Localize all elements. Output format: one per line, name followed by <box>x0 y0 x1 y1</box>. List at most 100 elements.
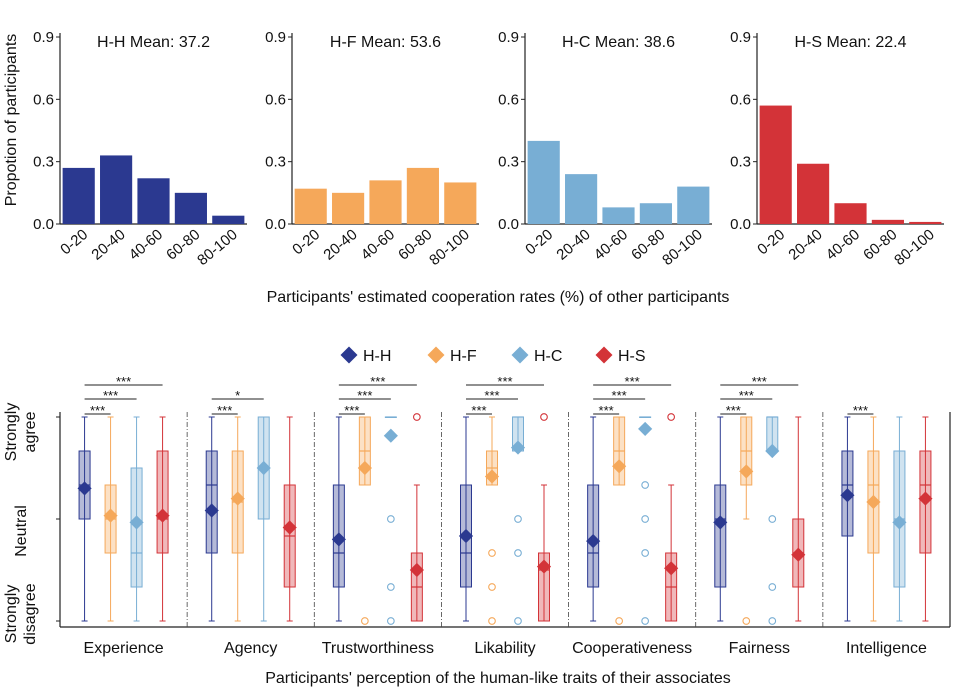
box-H-S <box>536 413 552 622</box>
x-tick-label: 0-20 <box>57 226 91 258</box>
significance-label: *** <box>471 403 486 418</box>
top-x-axis-label: Participants' estimated cooperation rate… <box>267 289 730 306</box>
outlier-point <box>641 549 649 557</box>
significance-label: *** <box>344 403 359 418</box>
iqr-box <box>538 552 550 622</box>
category-trustworthiness: Trustworthiness********* <box>313 374 434 657</box>
bar-60-80 <box>871 219 904 224</box>
category-label: Experience <box>84 640 164 657</box>
legend-label-H-C: H-C <box>534 348 562 365</box>
mean-marker <box>536 559 552 574</box>
mean-marker <box>383 428 398 443</box>
y-tick-label: 0.6 <box>265 91 286 108</box>
legend-marker-H-F <box>427 346 445 364</box>
mean-marker <box>510 440 526 455</box>
outlier-point <box>361 617 369 625</box>
significance-label: *** <box>853 403 868 418</box>
x-tick-label: 80-100 <box>426 226 473 269</box>
x-tick-label: 40-60 <box>823 226 863 264</box>
outlier-point <box>768 617 777 625</box>
outlier-point <box>387 515 395 523</box>
bar-80-100 <box>677 186 710 224</box>
x-tick-label: 40-60 <box>591 226 631 264</box>
category-label: Agency <box>224 640 277 657</box>
box-H-C <box>892 416 907 622</box>
mean-marker <box>586 534 601 549</box>
y-tick-label: 0.3 <box>33 154 54 171</box>
significance-label: *** <box>599 403 614 418</box>
bottom-x-axis-label: Participants' perception of the human-li… <box>265 670 731 687</box>
outlier-point <box>488 617 496 625</box>
x-tick-label: 20-40 <box>785 226 825 264</box>
y-tick-label: 0.0 <box>498 216 519 233</box>
mean-marker <box>918 491 933 506</box>
category-label: Trustworthiness <box>322 640 434 657</box>
histogram-H-C: 0.00.30.60.90-2020-4040-6060-8080-100H-C… <box>498 29 712 269</box>
y-label-neutral: Neutral <box>13 505 30 557</box>
y-tick-label: 0.3 <box>265 154 286 171</box>
x-tick-label: 40-60 <box>126 226 166 264</box>
top-y-axis-label: Propotion of participants <box>3 34 20 207</box>
box-H-C <box>765 416 780 625</box>
y-tick-label: 0.9 <box>33 29 54 46</box>
box-H-F <box>484 416 500 625</box>
bar-40-60 <box>834 203 867 224</box>
histogram-H-S: 0.00.30.60.90-2020-4040-6060-8080-100H-S… <box>730 29 944 269</box>
y-tick-label: 0.9 <box>498 29 519 46</box>
bar-80-100 <box>444 182 477 224</box>
mean-marker <box>230 491 245 506</box>
y-tick-label: 0.3 <box>498 154 519 171</box>
panel-title: H-C Mean: 38.6 <box>562 34 675 51</box>
significance-label: *** <box>484 388 499 403</box>
outlier-point <box>488 583 496 591</box>
iqr-box <box>205 450 218 554</box>
box-H-C <box>383 416 398 625</box>
iqr-box <box>714 484 727 588</box>
x-tick-label: 0-20 <box>289 226 323 258</box>
box-H-F <box>103 416 118 622</box>
outlier-point <box>413 413 421 421</box>
bar-40-60 <box>369 180 402 224</box>
box-H-H <box>77 416 92 622</box>
box-H-H <box>204 416 219 622</box>
bar-20-40 <box>100 155 133 224</box>
box-H-S <box>155 416 170 622</box>
iqr-box <box>156 450 169 554</box>
box-H-F <box>357 416 372 625</box>
panel-title: H-S Mean: 22.4 <box>794 34 906 51</box>
box-H-H <box>840 416 855 622</box>
box-H-C <box>638 416 653 625</box>
mean-marker <box>204 503 219 518</box>
category-fairness: Fairness********* <box>695 374 806 657</box>
category-experience: Experience********* <box>77 374 170 657</box>
y-tick-label: 0.6 <box>33 91 54 108</box>
significance-label: *** <box>752 374 767 389</box>
outlier-point <box>387 617 395 625</box>
bar-20-40 <box>332 192 365 224</box>
x-tick-label: 0-20 <box>754 226 788 258</box>
panel-title: H-F Mean: 53.6 <box>330 34 441 51</box>
outlier-point <box>615 617 623 625</box>
mean-marker <box>713 515 728 530</box>
box-H-C <box>510 416 526 625</box>
significance-label: *** <box>90 403 105 418</box>
mean-marker <box>282 520 297 535</box>
box-H-F <box>866 416 881 622</box>
outlier-point <box>641 617 649 625</box>
box-H-F <box>230 416 245 622</box>
category-label: Intelligence <box>846 640 927 657</box>
mean-marker <box>77 481 92 496</box>
histogram-H-F: 0.00.30.60.90-2020-4040-6060-8080-100H-F… <box>265 29 479 269</box>
mean-marker <box>484 469 500 484</box>
y-label-strongly-disagree: Strongly disagree <box>3 583 39 644</box>
category-likability: Likability********* <box>441 374 552 657</box>
significance-label: *** <box>739 388 754 403</box>
significance-label: *** <box>116 374 131 389</box>
mean-marker <box>840 488 855 503</box>
category-agency: Agency **** <box>186 388 297 657</box>
significance-label: *** <box>370 374 385 389</box>
box-H-S <box>282 416 297 622</box>
box-H-H <box>331 416 346 622</box>
y-tick-label: 0.6 <box>730 91 751 108</box>
